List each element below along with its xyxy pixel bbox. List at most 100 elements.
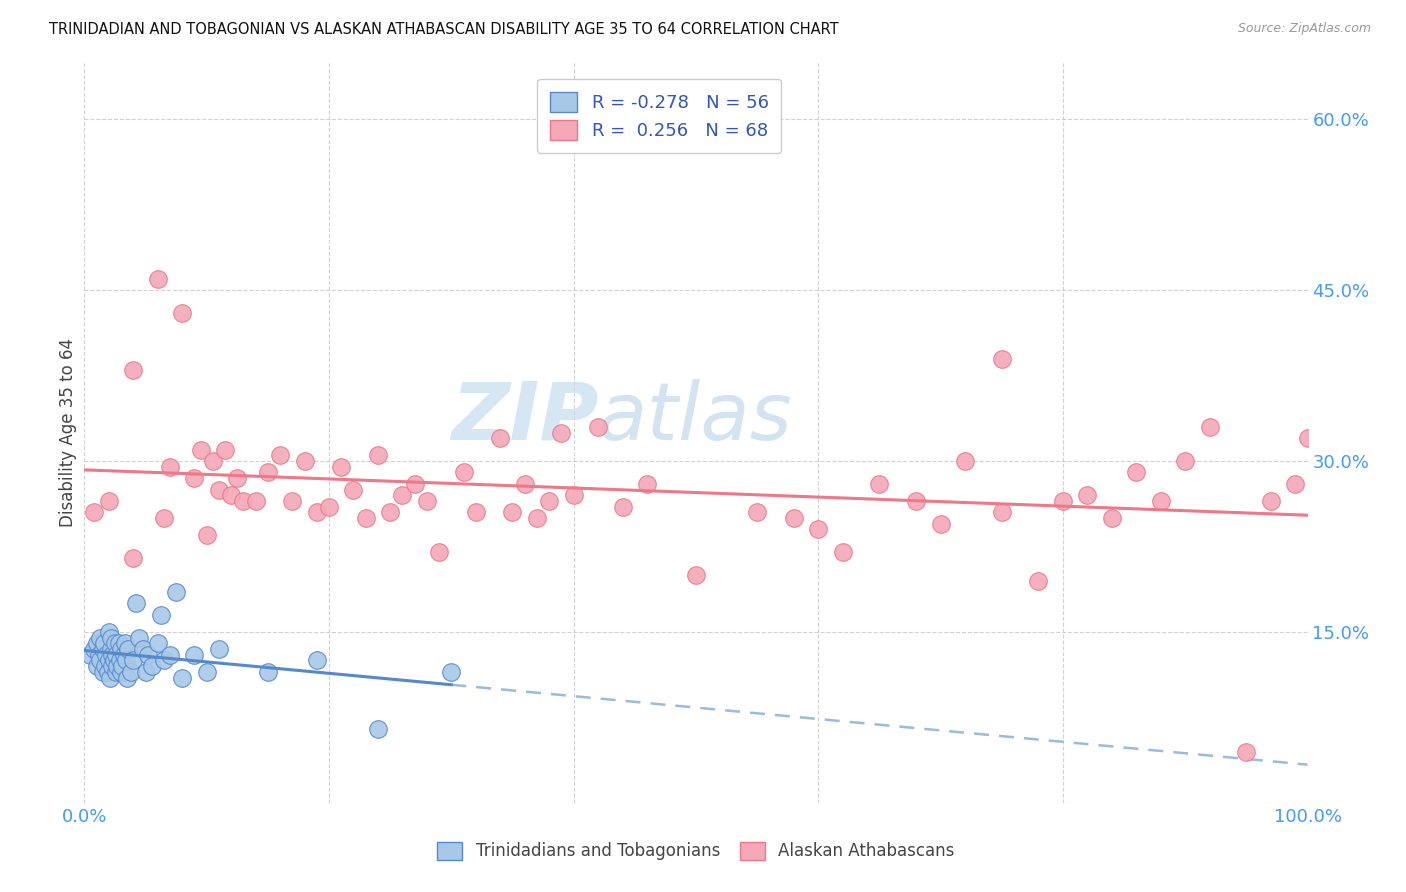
Point bbox=[416, 494, 439, 508]
Point bbox=[97, 494, 120, 508]
Point bbox=[226, 471, 249, 485]
Point bbox=[101, 659, 124, 673]
Point bbox=[190, 442, 212, 457]
Point bbox=[172, 671, 194, 685]
Point bbox=[991, 505, 1014, 519]
Point bbox=[100, 631, 122, 645]
Point bbox=[318, 500, 340, 514]
Point bbox=[404, 476, 426, 491]
Point bbox=[1052, 494, 1074, 508]
Point bbox=[257, 466, 280, 480]
Point bbox=[98, 671, 121, 685]
Point bbox=[367, 722, 389, 736]
Point bbox=[208, 642, 231, 657]
Point bbox=[120, 665, 142, 679]
Point bbox=[929, 516, 952, 531]
Point bbox=[122, 550, 145, 565]
Point bbox=[245, 494, 267, 508]
Point bbox=[89, 631, 111, 645]
Point bbox=[269, 449, 291, 463]
Point bbox=[104, 636, 127, 650]
Point bbox=[79, 648, 101, 662]
Point bbox=[257, 665, 280, 679]
Point bbox=[869, 476, 891, 491]
Point bbox=[219, 488, 242, 502]
Point bbox=[453, 466, 475, 480]
Point bbox=[1236, 745, 1258, 759]
Point bbox=[132, 642, 155, 657]
Legend: Trinidadians and Tobagonians, Alaskan Athabascans: Trinidadians and Tobagonians, Alaskan At… bbox=[429, 833, 963, 869]
Point bbox=[83, 642, 105, 657]
Point bbox=[562, 488, 585, 502]
Point bbox=[783, 511, 806, 525]
Y-axis label: Disability Age 35 to 64: Disability Age 35 to 64 bbox=[59, 338, 77, 527]
Point bbox=[1260, 494, 1282, 508]
Point bbox=[86, 636, 108, 650]
Point bbox=[612, 500, 634, 514]
Point bbox=[953, 454, 976, 468]
Point bbox=[107, 636, 129, 650]
Point bbox=[105, 648, 128, 662]
Point bbox=[685, 568, 707, 582]
Point bbox=[807, 523, 830, 537]
Point bbox=[281, 494, 304, 508]
Point bbox=[391, 488, 413, 502]
Point bbox=[135, 665, 157, 679]
Point bbox=[159, 459, 181, 474]
Point bbox=[831, 545, 853, 559]
Point bbox=[538, 494, 561, 508]
Point bbox=[342, 483, 364, 497]
Point bbox=[150, 607, 173, 622]
Point bbox=[440, 665, 463, 679]
Point bbox=[427, 545, 450, 559]
Point bbox=[111, 659, 134, 673]
Point bbox=[172, 306, 194, 320]
Point bbox=[105, 665, 128, 679]
Point bbox=[87, 648, 110, 662]
Point bbox=[114, 636, 136, 650]
Point bbox=[354, 511, 377, 525]
Point bbox=[513, 476, 536, 491]
Point bbox=[115, 653, 138, 667]
Point bbox=[489, 431, 512, 445]
Point bbox=[201, 454, 224, 468]
Point bbox=[330, 459, 353, 474]
Point bbox=[100, 642, 122, 657]
Point bbox=[141, 659, 163, 673]
Point bbox=[586, 420, 609, 434]
Point bbox=[101, 648, 124, 662]
Point bbox=[165, 585, 187, 599]
Point bbox=[195, 665, 218, 679]
Point bbox=[232, 494, 254, 508]
Point bbox=[89, 653, 111, 667]
Point bbox=[1284, 476, 1306, 491]
Point bbox=[108, 653, 131, 667]
Point bbox=[305, 505, 328, 519]
Point bbox=[91, 642, 114, 657]
Point bbox=[128, 631, 150, 645]
Point bbox=[122, 363, 145, 377]
Point bbox=[1296, 431, 1319, 445]
Point bbox=[1101, 511, 1123, 525]
Point bbox=[1150, 494, 1173, 508]
Point bbox=[83, 505, 105, 519]
Point bbox=[1174, 454, 1197, 468]
Point bbox=[125, 597, 148, 611]
Point bbox=[110, 665, 132, 679]
Point bbox=[1125, 466, 1147, 480]
Point bbox=[183, 648, 205, 662]
Point bbox=[636, 476, 658, 491]
Point bbox=[112, 648, 135, 662]
Point bbox=[103, 653, 125, 667]
Point bbox=[380, 505, 402, 519]
Point bbox=[153, 511, 176, 525]
Point bbox=[294, 454, 316, 468]
Point bbox=[93, 636, 115, 650]
Point bbox=[153, 653, 176, 667]
Text: ZIP: ZIP bbox=[451, 379, 598, 457]
Point bbox=[905, 494, 928, 508]
Point bbox=[91, 665, 114, 679]
Point bbox=[94, 659, 117, 673]
Point bbox=[122, 653, 145, 667]
Point bbox=[105, 659, 128, 673]
